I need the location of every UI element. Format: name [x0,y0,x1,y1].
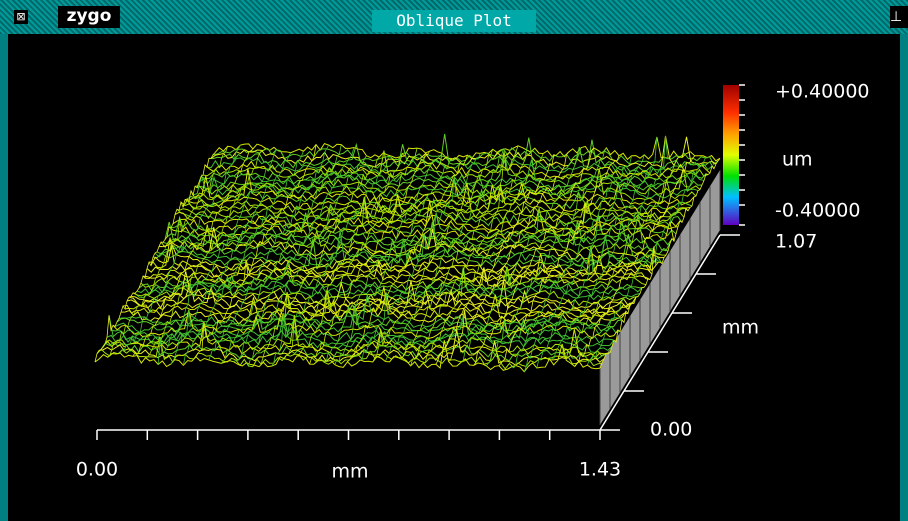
window: ⊠ zygo Oblique Plot ⊥ +0.40000 um -0.400… [0,0,908,521]
minimize-button[interactable]: ⊥ [890,6,908,28]
y-axis-max: 1.07 [775,231,817,253]
mesh-row [215,137,720,161]
window-title: Oblique Plot [372,10,536,32]
side-wall [600,170,720,425]
colorbar-max: +0.40000 [775,81,870,103]
mesh-row [209,134,714,172]
y-axis-unit: mm [722,317,759,339]
colorbar-min: -0.40000 [775,200,860,222]
logo: zygo [58,6,120,28]
x-axis-unit: mm [331,461,368,483]
window-menu-button[interactable]: ⊠ [14,10,28,24]
y-axis-min: 0.00 [650,419,692,441]
plot-area: +0.40000 um -0.40000 1.07 mm 0.00 0.00 m… [8,34,900,521]
color-bar [723,85,739,225]
colorbar-unit: um [782,149,813,171]
oblique-plot: +0.40000 um -0.40000 1.07 mm 0.00 0.00 m… [8,34,900,521]
axes [97,85,745,440]
x-axis-max: 1.43 [579,459,621,481]
x-axis-min: 0.00 [76,459,118,481]
title-bar: ⊠ zygo Oblique Plot ⊥ [0,0,908,34]
